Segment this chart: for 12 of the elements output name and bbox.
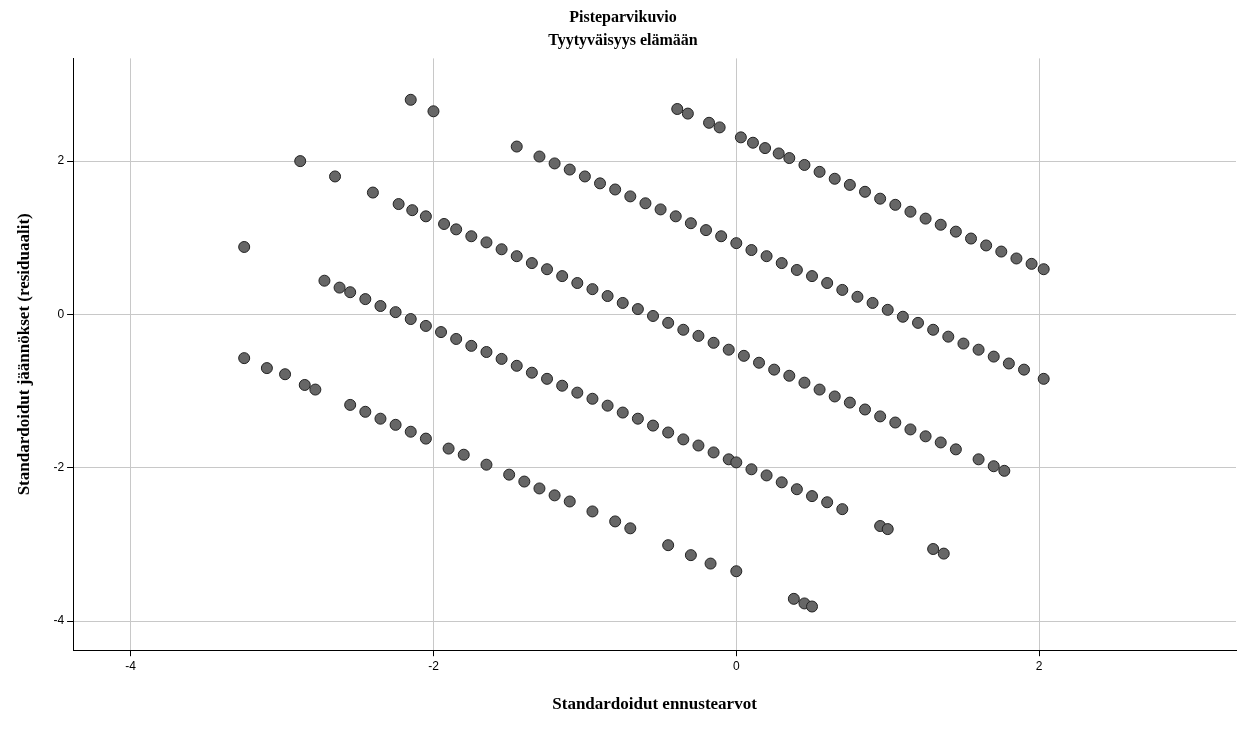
- y-tick-label: -2: [53, 460, 65, 475]
- chart-subtitle: Tyytyväisyys elämään: [548, 30, 698, 49]
- x-tick-label: -4: [125, 658, 137, 673]
- y-tick-label: 2: [57, 153, 65, 168]
- x-tick-label: -2: [428, 658, 440, 673]
- y-tick-label: -4: [53, 613, 65, 628]
- y-tick-label: 0: [57, 306, 65, 321]
- x-tick-label: 2: [1035, 658, 1043, 673]
- x-tick-label: 0: [732, 658, 740, 673]
- x-axis-title: Standardoidut ennustearvot: [552, 694, 758, 714]
- y-axis-title: Standardoidut jäännökset (residuaalit): [13, 213, 33, 496]
- chart-title: Pisteparvikuvio: [569, 7, 677, 26]
